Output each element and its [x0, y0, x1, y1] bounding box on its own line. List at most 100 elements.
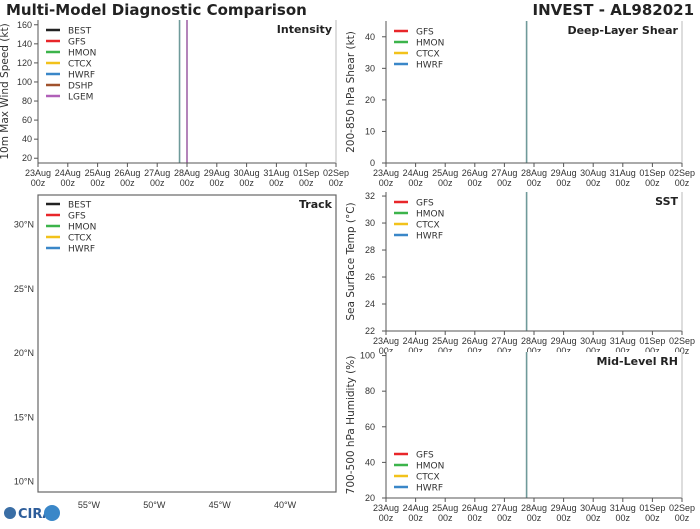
intensity-xtick-hour: 00z	[31, 178, 46, 188]
track-ytick-label: 10°N	[14, 477, 34, 487]
intensity-xtick-date: 31Aug	[263, 168, 289, 178]
shear-ytick-label: 20	[365, 95, 375, 105]
shear-xtick-date: 02Sep	[669, 168, 695, 178]
intensity-xtick-date: 30Aug	[234, 168, 260, 178]
shear-xtick-hour: 00z	[645, 178, 660, 188]
rh-ytick-label: 40	[365, 457, 375, 467]
intensity-xtick-hour: 00z	[210, 178, 225, 188]
sst-ytick-label: 30	[365, 218, 375, 228]
rh-xtick-hour: 00z	[616, 513, 631, 523]
sst-xtick-hour: 00z	[468, 346, 483, 356]
sst-xtick-date: 31Aug	[610, 336, 636, 346]
shear-xtick-hour: 00z	[586, 178, 601, 188]
legend-label-lgem: LGEM	[68, 93, 93, 103]
track-ytick-label: 20°N	[14, 348, 34, 358]
intensity-ytick-label: 120	[17, 58, 32, 68]
sst-ytick-label: 24	[365, 299, 375, 309]
shear-background	[386, 21, 682, 163]
sst-xtick-date: 27Aug	[491, 336, 517, 346]
legend-label-hmon: HMON	[416, 210, 444, 220]
rh-ytick-label: 60	[365, 422, 375, 432]
sst-ytick-label: 22	[365, 326, 375, 336]
intensity-xtick-hour: 00z	[329, 178, 344, 188]
track-title: Track	[299, 198, 333, 211]
panel-sst: 22242628303223Aug00z24Aug00z25Aug00z26Au…	[345, 191, 695, 356]
shear-xtick-hour: 00z	[408, 178, 423, 188]
legend-label-hmon: HMON	[68, 223, 96, 233]
rh-xtick-hour: 00z	[527, 513, 542, 523]
rh-xtick-date: 29Aug	[551, 503, 577, 513]
shear-xtick-date: 23Aug	[373, 168, 399, 178]
rh-ylabel: 700-500 hPa Humidity (%)	[345, 356, 357, 495]
chart-panels: 2040608010012014016023Aug00z24Aug00z25Au…	[0, 20, 695, 523]
track-xtick-label: 55°W	[78, 500, 101, 510]
rh-background	[386, 352, 682, 498]
sst-xtick-date: 25Aug	[432, 336, 458, 346]
sst-ytick-label: 28	[365, 245, 375, 255]
intensity-xtick-date: 27Aug	[144, 168, 170, 178]
rh-ytick-label: 80	[365, 386, 375, 396]
shear-xtick-date: 28Aug	[521, 168, 547, 178]
rh-xtick-hour: 00z	[379, 513, 394, 523]
legend-label-ctcx: CTCX	[416, 221, 440, 231]
shear-xtick-date: 25Aug	[432, 168, 458, 178]
legend-label-hwrf: HWRF	[416, 61, 443, 71]
legend-label-hmon: HMON	[416, 462, 444, 472]
track-ytick-label: 25°N	[14, 284, 34, 294]
intensity-xtick-hour: 00z	[299, 178, 314, 188]
legend-label-gfs: GFS	[68, 212, 86, 222]
shear-ytick-label: 40	[365, 32, 375, 42]
track-ytick-label: 30°N	[14, 220, 34, 230]
sst-background	[386, 192, 682, 331]
sst-xtick-hour: 00z	[556, 346, 571, 356]
legend-label-gfs: GFS	[416, 28, 434, 38]
rh-xtick-hour: 00z	[556, 513, 571, 523]
shear-ytick-label: 10	[365, 126, 375, 136]
rh-xtick-date: 01Sep	[639, 503, 665, 513]
panel-rh: 2040608010023Aug00z24Aug00z25Aug00z26Aug…	[345, 351, 695, 523]
rh-xtick-hour: 00z	[675, 513, 690, 523]
rh-xtick-date: 30Aug	[580, 503, 606, 513]
track-xtick-label: 40°W	[274, 500, 297, 510]
shear-xtick-hour: 00z	[438, 178, 453, 188]
shear-xtick-date: 30Aug	[580, 168, 606, 178]
sst-xtick-hour: 00z	[586, 346, 601, 356]
storm-id: INVEST - AL982021	[533, 1, 694, 19]
sst-xtick-date: 02Sep	[669, 336, 695, 346]
rh-xtick-date: 31Aug	[610, 503, 636, 513]
intensity-xtick-date: 28Aug	[174, 168, 200, 178]
legend-label-gfs: GFS	[416, 451, 434, 461]
sst-xtick-hour: 00z	[438, 346, 453, 356]
shear-title: Deep-Layer Shear	[567, 24, 678, 37]
intensity-xtick-date: 01Sep	[293, 168, 319, 178]
logo-wave-icon	[44, 505, 60, 521]
intensity-ylabel: 10m Max Wind Speed (kt)	[0, 23, 11, 159]
track-xtick-label: 50°W	[143, 500, 166, 510]
rh-ytick-label: 100	[360, 351, 375, 361]
legend-label-gfs: GFS	[416, 199, 434, 209]
logo-text: CIRA	[18, 507, 52, 522]
intensity-xtick-date: 25Aug	[85, 168, 111, 178]
intensity-title: Intensity	[277, 23, 332, 36]
sst-xtick-date: 01Sep	[639, 336, 665, 346]
shear-xtick-date: 31Aug	[610, 168, 636, 178]
track-xtick-label: 45°W	[209, 500, 232, 510]
legend-label-hwrf: HWRF	[68, 71, 95, 81]
sst-xtick-date: 30Aug	[580, 336, 606, 346]
intensity-xtick-hour: 00z	[269, 178, 284, 188]
sst-xtick-date: 24Aug	[403, 336, 429, 346]
legend-label-hwrf: HWRF	[68, 245, 95, 255]
rh-xtick-date: 02Sep	[669, 503, 695, 513]
rh-xtick-hour: 00z	[645, 513, 660, 523]
intensity-xtick-date: 24Aug	[55, 168, 81, 178]
cira-logo: CIRA	[4, 505, 60, 522]
intensity-ytick-label: 60	[22, 115, 32, 125]
legend-label-ctcx: CTCX	[68, 60, 92, 70]
shear-xtick-hour: 00z	[497, 178, 512, 188]
rh-xtick-date: 24Aug	[403, 503, 429, 513]
shear-xtick-date: 27Aug	[491, 168, 517, 178]
sst-xtick-hour: 00z	[379, 346, 394, 356]
shear-xtick-date: 26Aug	[462, 168, 488, 178]
shear-xtick-hour: 00z	[675, 178, 690, 188]
